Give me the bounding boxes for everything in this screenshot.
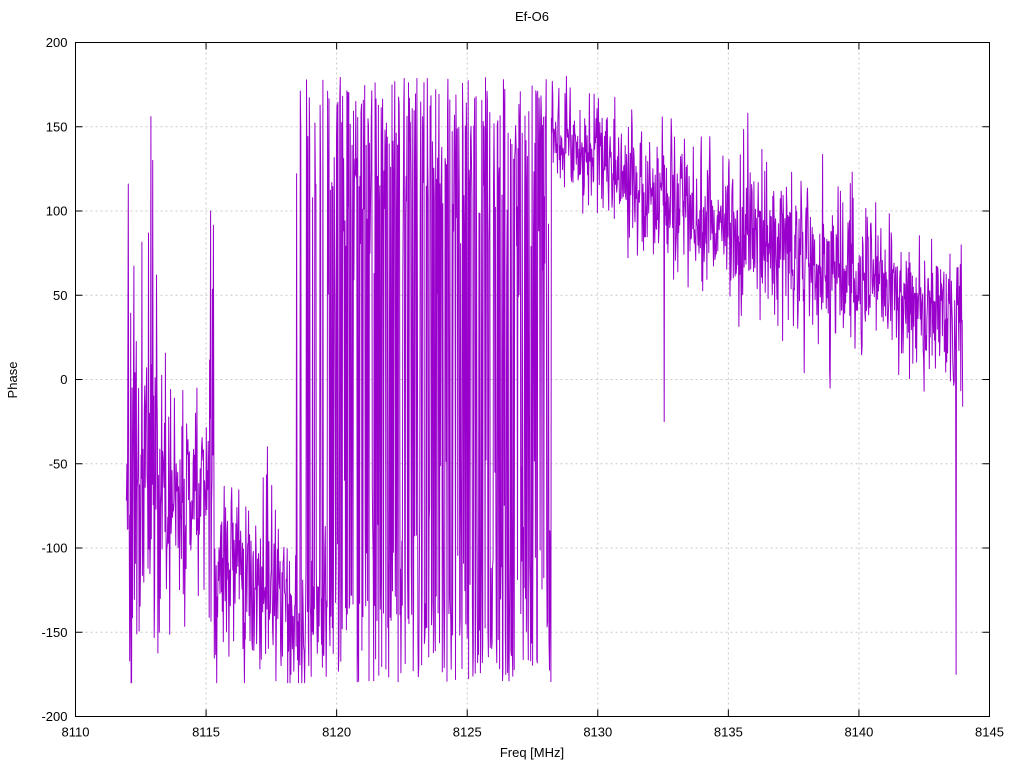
y-tick-label: 0 <box>60 372 67 387</box>
chart-title: Ef-O6 <box>515 9 549 24</box>
x-tick-label: 8125 <box>453 725 482 740</box>
y-tick-label: 200 <box>46 35 68 50</box>
y-tick-label: -50 <box>49 456 68 471</box>
y-tick-label: 150 <box>46 119 68 134</box>
x-tick-label: 8140 <box>844 725 873 740</box>
data-series <box>125 75 964 684</box>
y-tick-label: -100 <box>41 541 67 556</box>
y-axis-title: Phase <box>5 362 20 399</box>
x-axis-title: Freq [MHz] <box>500 745 564 760</box>
x-tick-label: 8120 <box>322 725 351 740</box>
x-tick-label: 8130 <box>583 725 612 740</box>
axis-ticks <box>75 42 990 717</box>
y-tick-label: -150 <box>41 625 67 640</box>
x-tick-label: 8110 <box>62 725 90 740</box>
y-tick-label: 50 <box>53 288 67 303</box>
x-tick-label: 8145 <box>975 725 1004 740</box>
x-tick-label: 8115 <box>192 725 220 740</box>
phase-trace-line <box>125 75 964 684</box>
y-tick-label: 100 <box>46 204 68 219</box>
y-axis-tick-labels: -200 -150 -100 -50 0 50 100 150 200 <box>41 35 67 724</box>
y-tick-label: -200 <box>41 709 67 724</box>
x-tick-label: 8135 <box>714 725 743 740</box>
x-axis-tick-labels: 8110 8115 8120 8125 8130 8135 8140 8145 <box>62 725 1004 740</box>
